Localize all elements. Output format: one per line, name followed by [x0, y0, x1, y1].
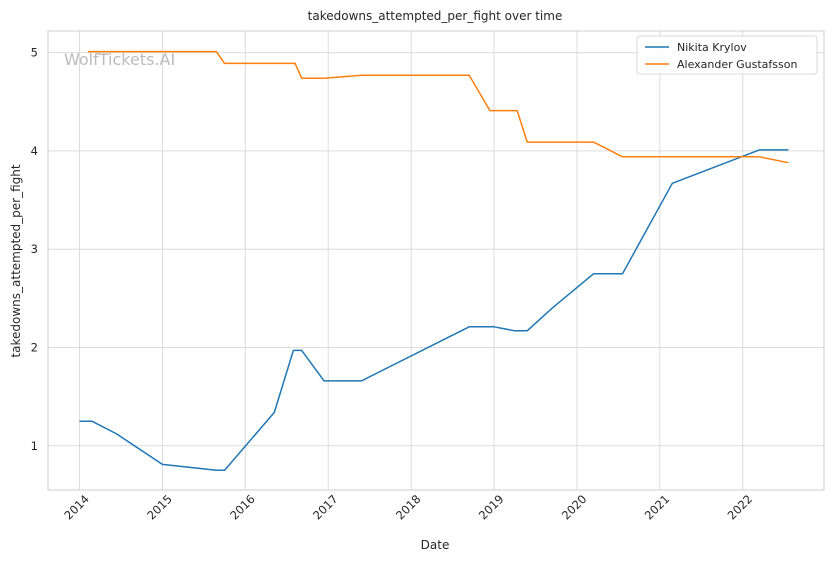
- y-tick-label: 1: [31, 439, 38, 453]
- x-axis-label: Date: [421, 538, 450, 552]
- grid-layer: [48, 31, 824, 490]
- legend: Nikita Krylov Alexander Gustafsson: [636, 35, 818, 75]
- series-line-1: [79, 149, 789, 472]
- series-layer: [79, 50, 789, 472]
- y-tick-label: 5: [31, 46, 38, 60]
- y-tick-label: 3: [31, 242, 38, 256]
- legend-label-1: Nikita Krylov: [677, 41, 747, 54]
- chart-title: takedowns_attempted_per_fight over time: [308, 9, 563, 23]
- legend-box: [636, 35, 818, 75]
- watermark: WolfTickets.AI: [64, 50, 175, 69]
- y-tick-label: 4: [31, 144, 38, 158]
- legend-label-2: Alexander Gustafsson: [677, 58, 797, 71]
- y-tick-label: 2: [31, 340, 38, 354]
- plot-frame: [47, 30, 825, 491]
- series-line-2: [87, 50, 789, 164]
- y-axis-label: takedowns_attempted_per_fight: [9, 164, 23, 357]
